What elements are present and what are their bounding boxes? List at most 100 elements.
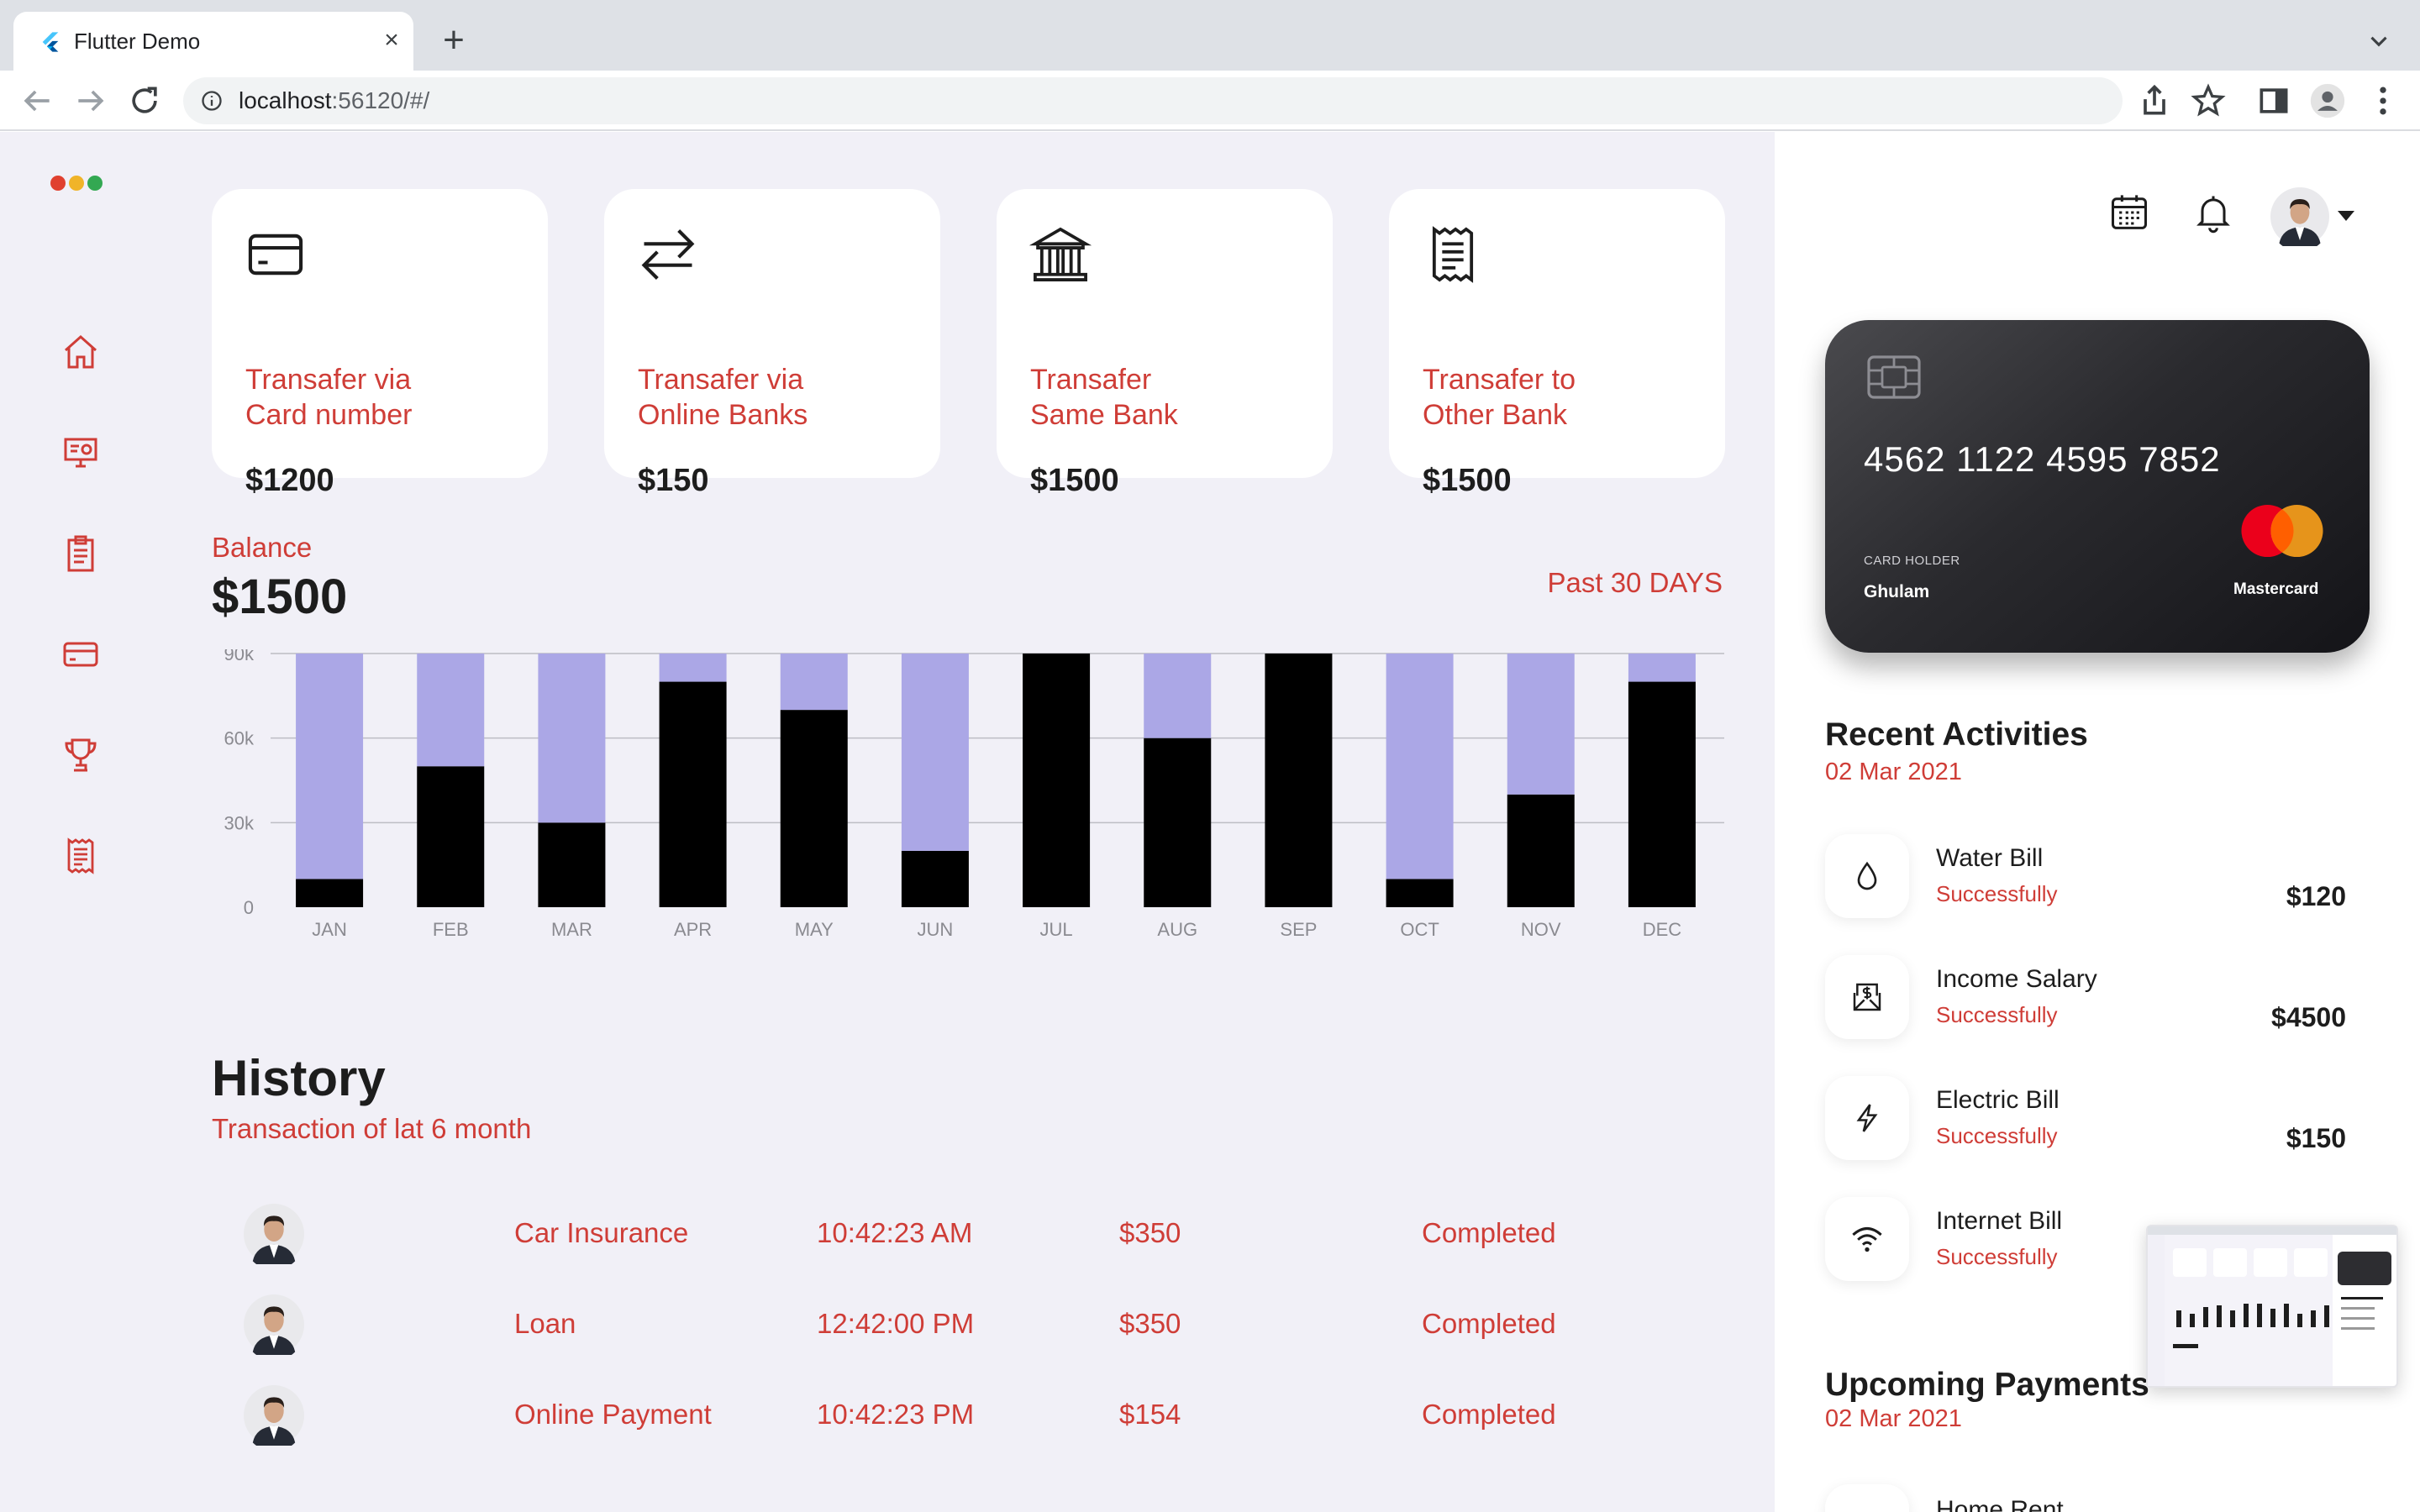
avatar: [244, 1294, 304, 1355]
trophy-icon[interactable]: [60, 735, 101, 775]
transfer-card-other-bank[interactable]: Transafer to Other Bank $1500: [1389, 189, 1725, 498]
red-dot: [50, 176, 66, 191]
bar-feb-segment-1: [417, 654, 485, 767]
x-tick-label: OCT: [1400, 919, 1439, 940]
history-time: 10:42:23 PM: [817, 1399, 975, 1430]
bar-nov-segment-0: [1507, 794, 1575, 907]
back-arrow-icon[interactable]: [18, 82, 55, 119]
new-tab-icon[interactable]: +: [443, 19, 465, 60]
card-holder-label: CARD HOLDER: [1864, 554, 1960, 568]
bar-jan-segment-1: [296, 654, 364, 879]
share-icon[interactable]: [2136, 82, 2173, 119]
swap-arrows-icon: [641, 229, 695, 280]
address-bar[interactable]: localhost:56120/#/: [183, 77, 2123, 124]
history-status: Completed: [1422, 1308, 1556, 1339]
activity-status: Successfully: [1936, 881, 2058, 906]
bank-icon: [1028, 227, 1092, 281]
activity-amount: $150: [2286, 1123, 2346, 1153]
bar-apr-segment-0: [659, 681, 727, 907]
activity-amount: $120: [2286, 881, 2346, 911]
green-dot: [87, 176, 103, 191]
history-amount: $350: [1119, 1308, 1181, 1339]
activity-item[interactable]: Electric Bill Successfully $150: [1825, 1076, 2346, 1163]
bar-jun-segment-0: [901, 850, 969, 907]
tab-title: Flutter Demo: [74, 29, 201, 54]
x-tick-label: AUG: [1157, 919, 1197, 940]
activity-icon-tile: [1825, 955, 1909, 1039]
balance-amount: $1500: [212, 570, 348, 624]
activity-icon-tile: [1825, 1076, 1909, 1160]
browser-toolbar: localhost:56120/#/: [0, 71, 2420, 131]
yellow-dot: [69, 176, 84, 191]
bar-apr-segment-1: [659, 654, 727, 682]
tab-close-icon[interactable]: ×: [384, 26, 399, 54]
wifi-icon: [1852, 1227, 1882, 1252]
reload-icon[interactable]: [126, 82, 163, 119]
user-avatar[interactable]: [2270, 187, 2329, 246]
activity-name: Income Salary: [1936, 965, 2097, 993]
profile-icon[interactable]: [2309, 82, 2346, 119]
more-menu-icon[interactable]: [2365, 82, 2402, 119]
bar-oct-segment-0: [1386, 879, 1454, 907]
upcoming-payments-title: Upcoming Payments: [1825, 1367, 2149, 1403]
activity-icon-tile: [1825, 1484, 1909, 1512]
chevron-down-icon[interactable]: [2365, 27, 2393, 55]
bar-may-segment-0: [780, 710, 848, 907]
y-tick-label: 60k: [224, 728, 255, 749]
dashboard-icon[interactable]: [60, 433, 101, 473]
history-row[interactable]: Online Payment 10:42:23 PM $154 Complete…: [161, 1382, 1775, 1449]
activity-item[interactable]: Income Salary Successfully $4500: [1825, 955, 2346, 1042]
bar-feb-segment-0: [417, 766, 485, 907]
caret-down-icon[interactable]: [2338, 211, 2354, 221]
x-tick-label: APR: [674, 919, 712, 940]
activity-item[interactable]: Water Bill Successfully $120: [1825, 834, 2346, 921]
y-tick-label: 30k: [224, 812, 255, 833]
site-info-icon[interactable]: [200, 89, 224, 113]
upcoming-payments-date: 02 Mar 2021: [1825, 1405, 1962, 1432]
upcoming-item[interactable]: Home Rent: [1825, 1484, 2346, 1512]
clipboard-icon[interactable]: [60, 533, 101, 574]
bar-dec-segment-0: [1628, 681, 1696, 907]
history-time: 10:42:23 AM: [817, 1217, 973, 1248]
bell-icon[interactable]: [2191, 191, 2235, 234]
history-amount: $154: [1119, 1399, 1181, 1430]
bar-mar-segment-0: [538, 822, 606, 907]
transfer-label: Transafer via Online Banks: [638, 364, 808, 431]
credit-card[interactable]: 4562 1122 4595 7852 CARD HOLDER Ghulam M…: [1825, 320, 2370, 653]
bar-aug-segment-1: [1144, 654, 1212, 738]
card-number: 4562 1122 4595 7852: [1864, 439, 2221, 479]
history-row[interactable]: Car Insurance 10:42:23 AM $350 Completed: [161, 1200, 1775, 1268]
balance-label: Balance: [212, 532, 313, 563]
receipt-icon[interactable]: [60, 836, 101, 876]
balance-bar-chart: 0 30k 60k 90k JAN FEB MAR APR MAY JUN JUL AUG SEP OCT…: [224, 649, 1724, 940]
url-text: localhost:56120/#/: [239, 87, 430, 113]
thumbnail-preview-icon: [2148, 1226, 2396, 1386]
history-name: Car Insurance: [514, 1217, 689, 1248]
screenshot-thumbnail[interactable]: [2146, 1225, 2398, 1388]
transfer-amount: $1500: [1423, 463, 1512, 498]
bar-oct-segment-1: [1386, 654, 1454, 879]
history-title: History: [212, 1050, 386, 1106]
history-row[interactable]: Loan 12:42:00 PM $350 Completed: [161, 1291, 1775, 1358]
activity-item[interactable]: Internet Bill Successfully: [1825, 1197, 2346, 1284]
card-icon[interactable]: [60, 634, 101, 675]
bookmark-star-icon[interactable]: [2190, 82, 2227, 119]
forward-arrow-icon[interactable]: [72, 82, 109, 119]
transfer-card-same-bank[interactable]: Transafer Same Bank $1500: [997, 189, 1333, 498]
main-content: Transafer via Card number $1200 Transafe…: [161, 132, 1775, 1512]
transfer-card-card-number[interactable]: Transafer via Card number $1200: [212, 189, 548, 498]
calendar-icon[interactable]: [2107, 191, 2151, 234]
salary-envelope-icon: [1853, 983, 1881, 1011]
transfer-card-online-banks[interactable]: Transafer via Online Banks $150: [604, 189, 940, 498]
home-icon[interactable]: [60, 332, 101, 372]
upcoming-item-name: Home Rent: [1936, 1496, 2064, 1512]
transfer-amount: $150: [638, 463, 709, 498]
side-panel-icon[interactable]: [2255, 82, 2292, 119]
card-chip-icon: [1867, 355, 1921, 399]
transfer-label: Transafer to Other Bank: [1423, 364, 1576, 431]
activity-status: Successfully: [1936, 1123, 2058, 1148]
activity-amount: $4500: [2271, 1002, 2346, 1032]
browser-tab[interactable]: Flutter Demo ×: [13, 12, 413, 71]
period-selector[interactable]: Past 30 DAYS: [1547, 567, 1723, 598]
history-time: 12:42:00 PM: [817, 1308, 975, 1339]
